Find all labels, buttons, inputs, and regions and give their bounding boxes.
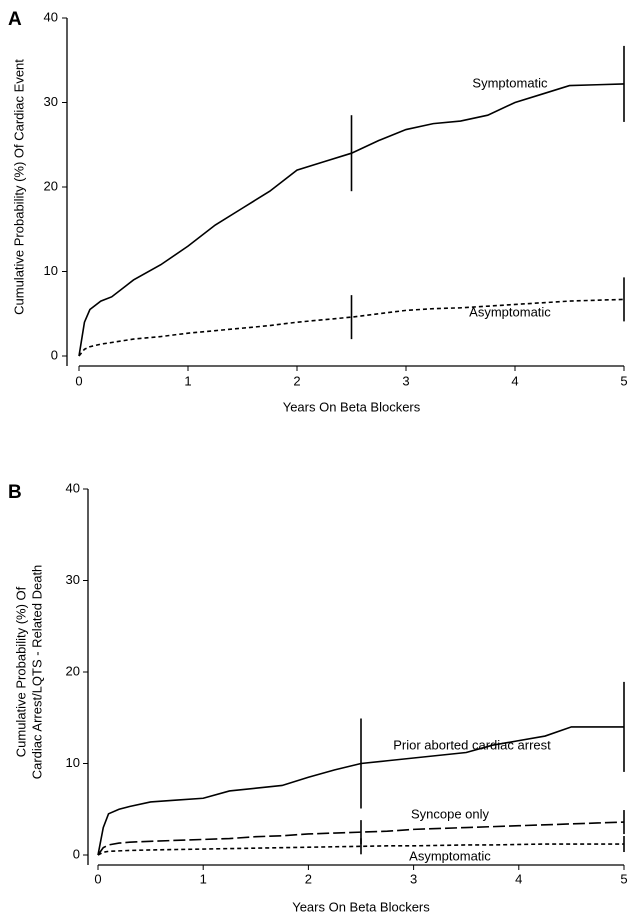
x-axis-title: Years On Beta Blockers: [283, 399, 421, 414]
y-tick-label: 30: [44, 94, 58, 109]
x-tick-label: 5: [620, 373, 627, 388]
y-tick-label: 10: [66, 755, 80, 770]
series-label: Asymptomatic: [469, 304, 551, 319]
line-series: [97, 726, 624, 856]
line-series: [78, 298, 625, 357]
x-tick-label: 3: [410, 871, 417, 886]
series-label: Prior aborted cardiac arrest: [393, 737, 551, 752]
line-series: [97, 821, 625, 856]
y-tick-label: 0: [51, 347, 58, 362]
x-tick-label: 1: [184, 373, 191, 388]
x-axis-title: Years On Beta Blockers: [292, 899, 430, 914]
x-tick-label: 1: [200, 871, 207, 886]
y-axis-title: Cumulative Probability (%) Of: [13, 586, 28, 757]
x-tick-label: 4: [515, 871, 522, 886]
line-series: [97, 843, 624, 856]
y-tick-label: 30: [66, 572, 80, 587]
x-tick-label: 5: [620, 871, 627, 886]
y-tick-label: 10: [44, 263, 58, 278]
series-label: Symptomatic: [472, 75, 548, 90]
y-axis-title: Cardiac Arrest/LQTS - Related Death: [29, 565, 44, 780]
line-series: [78, 83, 625, 357]
y-tick-label: 0: [73, 846, 80, 861]
panel-label: B: [8, 482, 22, 503]
series-label: Syncope only: [411, 806, 490, 821]
y-tick-label: 20: [44, 178, 58, 193]
x-tick-label: 4: [511, 373, 518, 388]
x-tick-label: 3: [402, 373, 409, 388]
y-tick-label: 40: [66, 480, 80, 495]
x-tick-label: 2: [293, 373, 300, 388]
y-axis-title: Cumulative Probability (%) Of Cardiac Ev…: [11, 59, 26, 315]
x-tick-label: 0: [94, 871, 101, 886]
x-tick-label: 0: [75, 373, 82, 388]
panel-label: A: [8, 9, 22, 30]
y-tick-label: 20: [66, 663, 80, 678]
x-tick-label: 2: [305, 871, 312, 886]
series-label: Asymptomatic: [409, 848, 491, 863]
y-tick-label: 40: [44, 9, 58, 24]
